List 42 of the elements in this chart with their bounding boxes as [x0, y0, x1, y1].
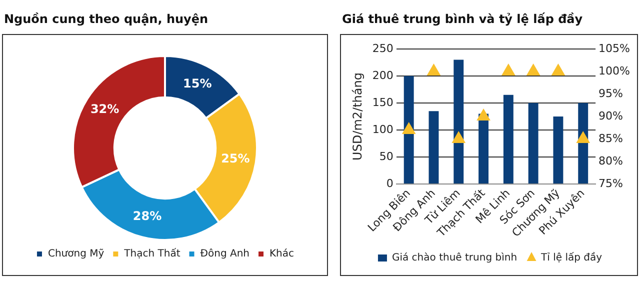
- point: [476, 108, 490, 120]
- point: [502, 64, 515, 76]
- y2-tick-label: 100%: [598, 64, 630, 78]
- y-axis-title: USD/m2/tháng: [350, 72, 364, 160]
- data-label: 32%: [90, 102, 120, 116]
- y-tick-label: 250: [372, 42, 394, 55]
- bar: [428, 111, 439, 184]
- bar: [478, 114, 489, 184]
- point: [576, 131, 590, 143]
- y-tick-label: 0: [386, 176, 394, 190]
- chart-title: Giá thuê trung bình và tỷ lệ lấp đầy: [341, 11, 584, 28]
- data-label: 28%: [132, 209, 162, 224]
- legend-label: Tỉ lệ lấp đầy: [540, 252, 602, 264]
- bar: [404, 76, 414, 184]
- y2-tick-label: 75%: [598, 176, 624, 190]
- data-label: 25%: [221, 151, 250, 166]
- bar: [503, 94, 514, 184]
- legend-label: Khác: [270, 248, 294, 260]
- y-tick-label: 100: [372, 122, 394, 136]
- point: [552, 64, 565, 76]
- bar: [454, 60, 464, 184]
- chart-title: Nguồn cung theo quận, huyện: [3, 11, 210, 28]
- legend-label: Chương Mỹ: [48, 248, 104, 260]
- y2-tick-label: 85%: [598, 132, 624, 145]
- point: [452, 131, 466, 143]
- point: [427, 64, 440, 76]
- y2-tick-label: 90%: [598, 109, 624, 122]
- legend-label: Thạch Thất: [123, 248, 180, 260]
- bar: [578, 102, 588, 184]
- data-label: 15%: [183, 76, 212, 91]
- point: [526, 64, 540, 76]
- point: [402, 122, 416, 134]
- y2-tick-label: 105%: [598, 42, 630, 55]
- legend-label: Giá chào thuê trung bình: [392, 252, 518, 264]
- y-tick-label: 200: [372, 68, 394, 82]
- legend-label: Đông Anh: [200, 248, 250, 260]
- y2-tick-label: 80%: [598, 154, 624, 168]
- bar: [528, 102, 538, 184]
- y-tick-label: 50: [379, 150, 394, 163]
- y-tick-label: 150: [372, 96, 394, 109]
- bar: [553, 116, 564, 184]
- y2-tick-label: 95%: [598, 86, 624, 100]
